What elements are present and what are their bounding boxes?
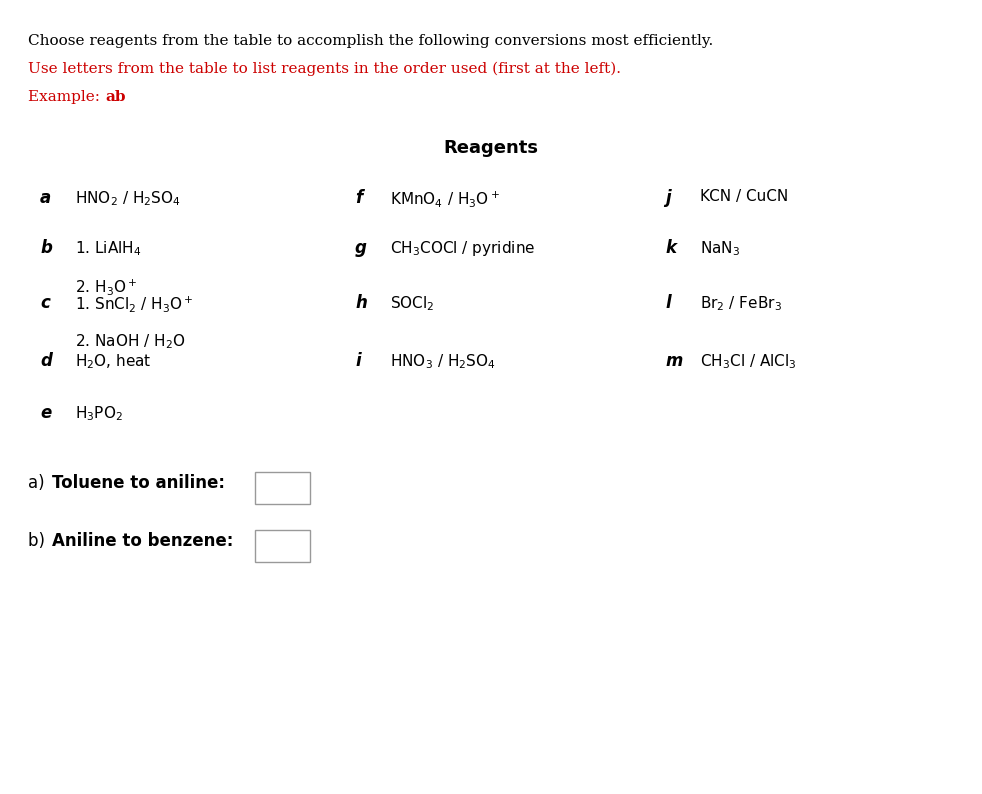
Text: Br$_2$ / FeBr$_3$: Br$_2$ / FeBr$_3$ [700,294,782,313]
Text: Example:: Example: [28,90,105,104]
Text: Toluene to aniline:: Toluene to aniline: [52,474,225,492]
Text: 1. SnCl$_2$ / H$_3$O$^+$: 1. SnCl$_2$ / H$_3$O$^+$ [75,294,193,314]
Text: Aniline to benzene:: Aniline to benzene: [52,532,234,550]
Text: l: l [665,294,671,312]
Text: H$_3$PO$_2$: H$_3$PO$_2$ [75,404,123,422]
Text: Reagents: Reagents [444,139,538,157]
FancyBboxPatch shape [255,530,310,562]
Text: CH$_3$COCl / pyridine: CH$_3$COCl / pyridine [390,239,535,258]
Text: KMnO$_4$ / H$_3$O$^+$: KMnO$_4$ / H$_3$O$^+$ [390,189,500,209]
Text: b): b) [28,532,50,550]
FancyBboxPatch shape [255,472,310,504]
Text: h: h [355,294,367,312]
Text: KCN / CuCN: KCN / CuCN [700,189,789,204]
Text: H$_2$O, heat: H$_2$O, heat [75,352,151,371]
Text: f: f [355,189,362,207]
Text: 2. H$_3$O$^+$: 2. H$_3$O$^+$ [75,277,137,297]
Text: HNO$_3$ / H$_2$SO$_4$: HNO$_3$ / H$_2$SO$_4$ [390,352,496,371]
Text: m: m [665,352,682,370]
Text: i: i [355,352,360,370]
Text: Use letters from the table to list reagents in the order used (first at the left: Use letters from the table to list reage… [28,62,621,76]
Text: 2. NaOH / H$_2$O: 2. NaOH / H$_2$O [75,332,186,351]
Text: Choose reagents from the table to accomplish the following conversions most effi: Choose reagents from the table to accomp… [28,34,713,48]
Text: NaN$_3$: NaN$_3$ [700,239,740,258]
Text: e: e [40,404,51,422]
Text: c: c [40,294,50,312]
Text: a): a) [28,474,50,492]
Text: j: j [665,189,671,207]
Text: CH$_3$Cl / AlCl$_3$: CH$_3$Cl / AlCl$_3$ [700,352,796,371]
Text: k: k [665,239,676,257]
Text: 1. LiAlH$_4$: 1. LiAlH$_4$ [75,239,141,258]
Text: b: b [40,239,52,257]
Text: SOCl$_2$: SOCl$_2$ [390,294,434,313]
Text: HNO$_2$ / H$_2$SO$_4$: HNO$_2$ / H$_2$SO$_4$ [75,189,181,208]
Text: g: g [355,239,367,257]
Text: a: a [40,189,51,207]
Text: d: d [40,352,52,370]
Text: ab: ab [105,90,126,104]
